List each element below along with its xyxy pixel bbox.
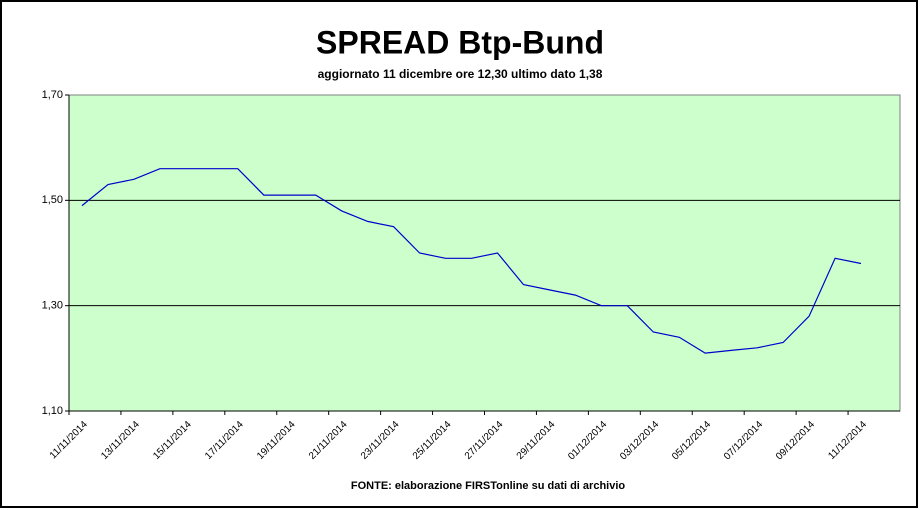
y-tick-label: 1,30 — [42, 300, 63, 312]
y-tick-label: 1,10 — [42, 405, 63, 417]
source-note: FONTE: elaborazione FIRSTonline su dati … — [351, 480, 625, 492]
chart-subtitle: aggiornato 11 dicembre ore 12,30 ultimo … — [318, 67, 603, 81]
data-line — [81, 168, 862, 354]
y-tick-label: 1,50 — [42, 194, 63, 206]
chart-title: SPREAD Btp-Bund — [316, 24, 604, 60]
plot-area — [68, 94, 901, 412]
y-tick-label: 1,70 — [42, 89, 63, 101]
